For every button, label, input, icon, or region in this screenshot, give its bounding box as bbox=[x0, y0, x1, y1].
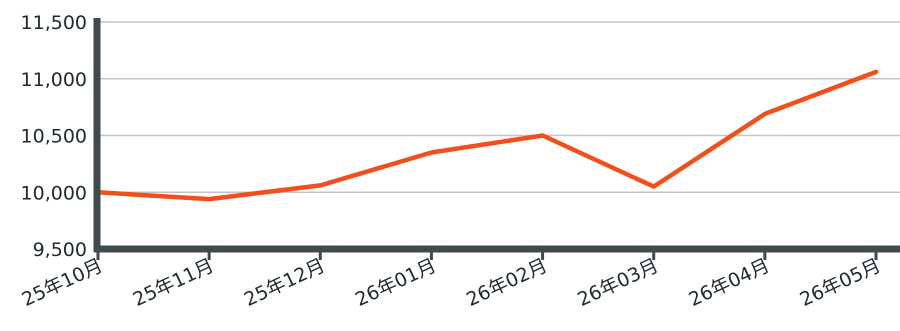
grid-lines bbox=[97, 21, 900, 194]
x-tick-label: 26年02月 bbox=[463, 255, 551, 311]
y-tick-label: 11,500 bbox=[21, 12, 87, 34]
y-tick-label: 11,000 bbox=[21, 69, 87, 91]
y-tick-label: 10,000 bbox=[21, 182, 87, 204]
x-tick-label: 26年05月 bbox=[797, 255, 885, 311]
x-tick-label: 26年03月 bbox=[574, 255, 662, 311]
x-tick-labels: 25年10月 25年11月 25年12月 26年01月 26年02月 26年03月 26年0… bbox=[19, 251, 885, 311]
x-tick-label: 26年01月 bbox=[352, 255, 440, 311]
y-tick-label: 10,500 bbox=[21, 126, 87, 148]
series-layer bbox=[95, 69, 879, 202]
series-line bbox=[95, 69, 879, 202]
x-tick-label: 26年04月 bbox=[685, 255, 773, 311]
y-tick-labels: 9,500 10,000 10,500 11,000 11,500 bbox=[21, 12, 87, 261]
x-tick-label: 25年11月 bbox=[130, 255, 218, 311]
y-tick-label: 9,500 bbox=[33, 239, 87, 261]
x-tick-label: 25年12月 bbox=[241, 255, 329, 311]
x-tick-label: 25年10月 bbox=[19, 255, 107, 311]
axes bbox=[93, 18, 900, 253]
